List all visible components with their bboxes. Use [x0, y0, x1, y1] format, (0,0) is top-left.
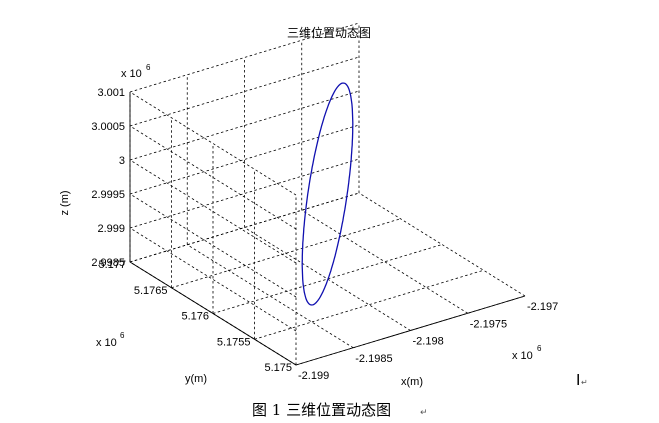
x-axis-line [295, 295, 526, 366]
z-tick-label: 3.001 [97, 87, 125, 99]
caption-return-mark: ↵ [420, 408, 428, 418]
grid-line-floor-x [301, 209, 468, 314]
z-tick-label: 2.9995 [91, 189, 125, 201]
z-tick-label: 3.0005 [91, 121, 125, 133]
z-exponent: x 10 6 [121, 63, 151, 80]
x-tick-label: -2.197 [527, 301, 558, 313]
tick-labels: -2.199 -2.1985 -2.198 -2.1975 -2.197 5.175 5.1… [91, 87, 558, 382]
trajectory-curve [301, 82, 354, 306]
y-exponent-power: 6 [120, 331, 125, 340]
y-axis-line [129, 261, 297, 366]
grid-line-floor-y [254, 269, 484, 340]
plot-area [301, 82, 354, 306]
z-tick-label: 2.999 [97, 223, 125, 235]
x-tick-label: -2.1975 [470, 318, 507, 330]
y-tick-label: 5.175 [264, 362, 292, 374]
grid-line-floor-x [187, 244, 354, 349]
grid-line-floor-x [358, 192, 526, 297]
y-exponent: x 10 6 [96, 331, 125, 349]
x-exponent-base: x 10 [512, 350, 533, 362]
x-tick-label: -2.1985 [355, 353, 392, 365]
z-exponent-base: x 10 [121, 68, 142, 80]
figure-caption: 图 1 三维位置动态图 [252, 401, 391, 419]
axis-box-edges [129, 92, 526, 366]
z-tick-label: 3 [119, 155, 125, 167]
z-axis-label: z (m) [59, 190, 71, 215]
cursor-return-mark: ↵ [581, 378, 588, 387]
grid-line-leftwall-z [129, 91, 297, 196]
x-tick-label: -2.198 [413, 336, 444, 348]
z-tick-label: 2.9985 [91, 257, 125, 269]
cursor-mark: I [576, 371, 580, 389]
chart-title: 三维位置动态图 [287, 25, 371, 40]
y-tick-label: 5.176 [181, 311, 209, 323]
y-tick-label: 5.1755 [217, 336, 251, 348]
z-exponent-power: 6 [146, 63, 151, 72]
grid-line-backwall-z [129, 158, 360, 229]
x-axis-label: x(m) [401, 376, 423, 388]
y-axis-label: y(m) [185, 373, 207, 385]
x-tick-label: -2.199 [298, 370, 329, 382]
x-exponent-power: 6 [537, 344, 542, 353]
x-exponent: x 10 6 [512, 344, 542, 362]
y-tick-label: 5.177 [98, 259, 126, 271]
y-tick-label: 5.1765 [134, 285, 168, 297]
y-exponent-base: x 10 [96, 337, 117, 349]
